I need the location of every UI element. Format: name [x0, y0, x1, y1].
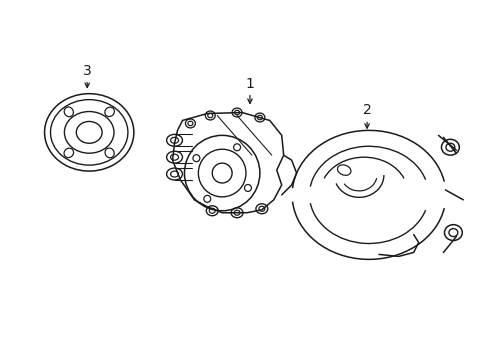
Text: 2: 2 [362, 103, 371, 117]
Polygon shape [172, 113, 283, 213]
Text: 1: 1 [245, 77, 254, 91]
Text: 3: 3 [82, 64, 91, 78]
